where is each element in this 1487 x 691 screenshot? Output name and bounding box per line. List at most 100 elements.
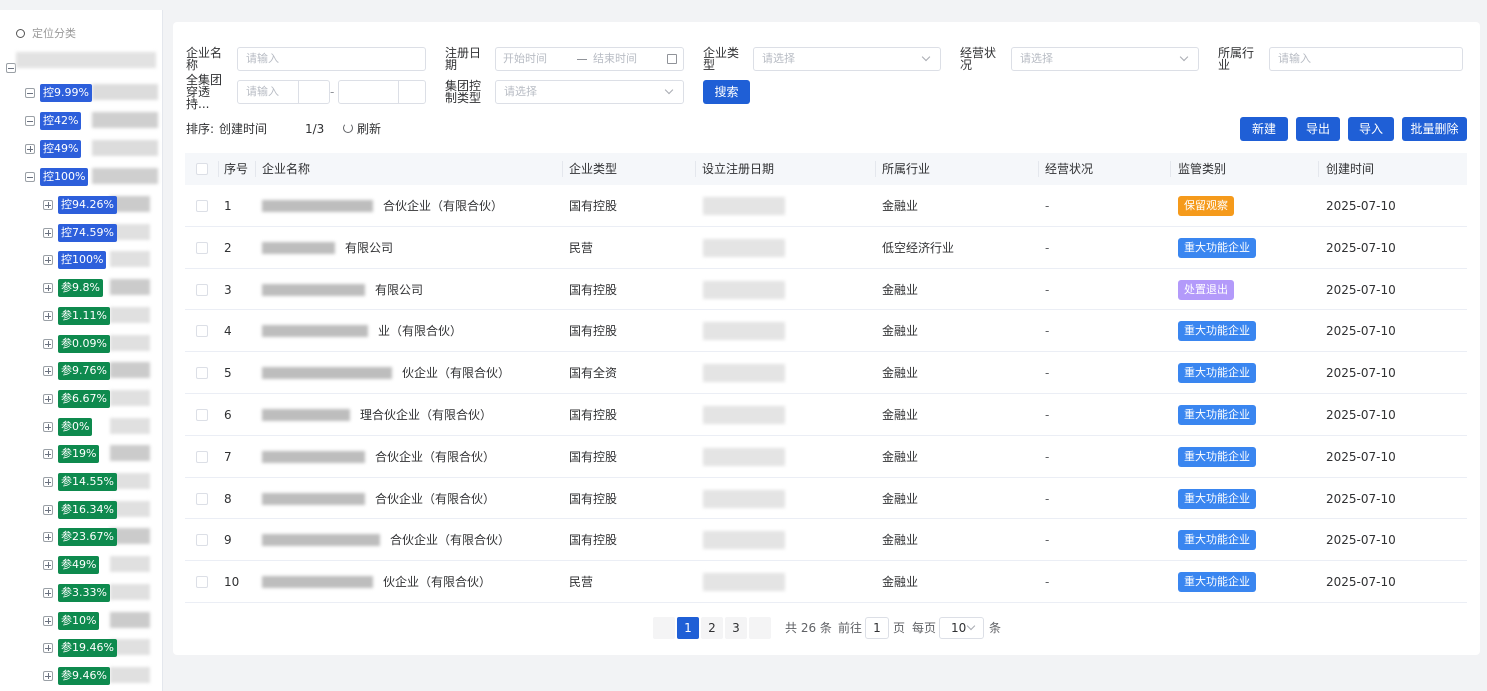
tree-tag[interactable]: 参10% [58,611,100,630]
tree-tag[interactable]: 参0% [58,417,93,436]
filter-input[interactable] [753,47,941,71]
filter-input[interactable] [237,47,426,71]
page-number[interactable]: 1 [677,617,699,639]
tree-tag[interactable]: 控9.99% [40,84,92,102]
blurred-block [110,500,150,517]
tree-tag[interactable]: 参1.11% [58,306,110,325]
tree-toggle[interactable] [43,393,53,404]
tree-toggle[interactable] [43,200,53,210]
filter-label: 经营状况 [960,46,997,72]
toolbar-button[interactable]: 导入 [1348,117,1394,141]
tree-tag[interactable]: 参19% [58,445,100,464]
tree-tag[interactable]: 控94.26% [58,196,117,214]
filter-input[interactable] [338,80,426,104]
filter-input[interactable] [237,80,330,104]
prev-page[interactable] [653,617,675,639]
size-select[interactable]: 10 [939,617,984,639]
tree-toggle[interactable] [43,255,53,266]
tree-toggle[interactable] [43,504,53,515]
industry: 金融业 [882,533,919,548]
blurred-block [703,405,785,424]
table-header [185,153,1467,185]
search-button[interactable]: 搜索 [703,80,750,104]
tree-toggle[interactable] [43,670,53,681]
sort-field[interactable]: 创建时间 [219,122,268,136]
tree-tag[interactable]: 控100% [58,251,107,270]
checkbox[interactable] [196,283,208,296]
status: - [1045,533,1050,548]
next-page[interactable] [749,617,771,639]
toggle-bar [47,340,49,347]
tree-tag[interactable]: 控42% [40,112,82,130]
toolbar-button[interactable]: 批量删除 [1402,117,1467,141]
blurred-block [703,573,785,592]
company-name: 伙企业（有限合伙） [383,575,492,590]
tree-tag[interactable]: 参9.46% [58,666,110,685]
tree-toggle[interactable] [43,227,53,238]
checkbox[interactable] [196,576,208,589]
checkbox[interactable] [196,199,208,212]
tree-toggle[interactable] [43,477,53,487]
tree-tag[interactable]: 参3.33% [58,583,110,602]
tree-tag[interactable]: 控74.59% [58,223,117,242]
tree-toggle[interactable] [43,338,53,349]
tree-tag[interactable]: 控49% [40,140,82,158]
tree-toggle[interactable] [43,421,53,432]
tree-tag[interactable]: 参6.67% [58,389,110,408]
filter-input[interactable] [495,80,684,104]
checkbox[interactable] [196,367,208,380]
toolbar-button[interactable]: 新建 [1240,117,1288,141]
goto-input[interactable]: 1 [865,617,889,639]
tree-toggle[interactable] [43,449,53,460]
tree-toggle[interactable] [6,63,16,73]
industry: 金融业 [882,449,919,464]
tree-toggle[interactable] [25,88,35,98]
tree-toggle[interactable] [43,587,53,598]
blurred-block [92,84,158,100]
toggle-bar [47,451,49,458]
checkbox[interactable] [196,163,208,175]
table-row [185,519,1467,562]
date-range[interactable] [495,47,684,71]
tree-tag[interactable]: 参23.67% [58,528,117,547]
filter-input[interactable] [1011,47,1199,71]
tree-tag[interactable]: 参9.76% [58,362,110,381]
checkbox[interactable] [196,450,208,463]
tree-toggle[interactable] [43,532,53,543]
company-name: 合伙企业（有限合伙） [383,198,504,213]
tree-toggle[interactable] [25,116,35,126]
tree-tag[interactable]: 参49% [58,556,100,575]
tree-toggle[interactable] [43,560,53,571]
status: - [1045,198,1050,213]
tree-toggle[interactable] [43,283,53,294]
refresh[interactable]: 刷新 [357,122,382,136]
filter-input[interactable] [1269,47,1463,71]
checkbox[interactable] [196,534,208,547]
tree-toggle[interactable] [43,615,53,626]
status: - [1045,240,1050,255]
checkbox[interactable] [196,325,208,338]
checkbox[interactable] [196,408,208,421]
tree-tag[interactable]: 控100% [40,168,89,186]
tree-toggle[interactable] [25,144,35,154]
tree-toggle[interactable] [25,172,35,182]
tree-tag[interactable]: 参0.09% [58,334,110,353]
toolbar-button[interactable]: 导出 [1296,117,1340,141]
created-date: 2025-07-10 [1326,282,1396,297]
tree-tag[interactable]: 参14.55% [58,473,117,491]
tree-toggle[interactable] [43,366,53,377]
checkbox[interactable] [196,492,208,505]
tree-toggle[interactable] [43,310,53,321]
page-number[interactable]: 2 [701,617,723,639]
tree-tag[interactable]: 参9.8% [58,279,103,298]
tree-toggle[interactable] [43,643,53,654]
tree-tag[interactable]: 参16.34% [58,500,117,519]
column-divider [695,161,696,177]
blurred-block [703,322,785,341]
company-type: 国有控股 [569,533,618,548]
tree-tag[interactable]: 参19.46% [58,639,117,658]
blurred-block [110,362,150,379]
checkbox[interactable] [196,241,208,254]
page-number[interactable]: 3 [725,617,747,639]
